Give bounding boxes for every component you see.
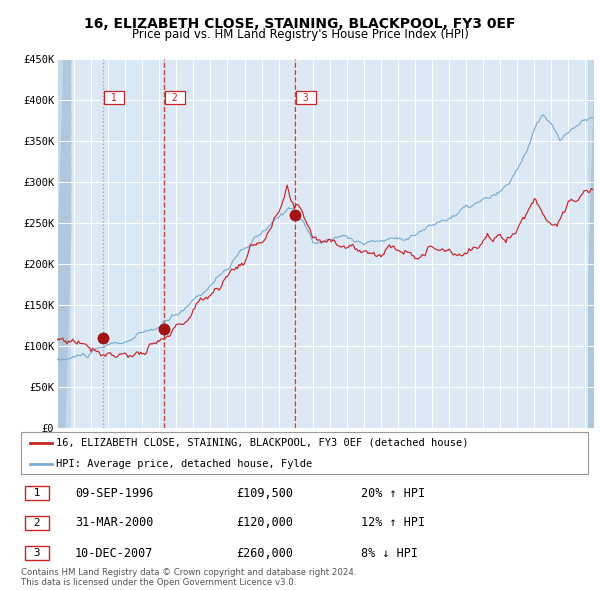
Text: Contains HM Land Registry data © Crown copyright and database right 2024.: Contains HM Land Registry data © Crown c… (21, 568, 356, 576)
Text: 1: 1 (106, 93, 123, 103)
Text: £120,000: £120,000 (236, 516, 293, 529)
Text: 2: 2 (27, 517, 47, 527)
Text: 12% ↑ HPI: 12% ↑ HPI (361, 516, 425, 529)
FancyBboxPatch shape (21, 432, 588, 474)
Bar (57, 59, 71, 428)
Text: This data is licensed under the Open Government Licence v3.0.: This data is licensed under the Open Gov… (21, 578, 296, 587)
Text: 3: 3 (297, 93, 315, 103)
Text: 16, ELIZABETH CLOSE, STAINING, BLACKPOOL, FY3 0EF: 16, ELIZABETH CLOSE, STAINING, BLACKPOOL… (84, 17, 516, 31)
Text: 09-SEP-1996: 09-SEP-1996 (75, 487, 153, 500)
Text: 3: 3 (27, 548, 47, 558)
Text: £260,000: £260,000 (236, 547, 293, 560)
Bar (589, 59, 594, 428)
Text: 2: 2 (166, 93, 184, 103)
Text: 16, ELIZABETH CLOSE, STAINING, BLACKPOOL, FY3 0EF (detached house): 16, ELIZABETH CLOSE, STAINING, BLACKPOOL… (56, 438, 469, 447)
Text: HPI: Average price, detached house, Fylde: HPI: Average price, detached house, Fyld… (56, 459, 313, 468)
Text: Price paid vs. HM Land Registry's House Price Index (HPI): Price paid vs. HM Land Registry's House … (131, 28, 469, 41)
Text: 1: 1 (27, 488, 47, 498)
Bar (103, 59, 164, 428)
Text: 10-DEC-2007: 10-DEC-2007 (75, 547, 153, 560)
Text: 31-MAR-2000: 31-MAR-2000 (75, 516, 153, 529)
Text: £109,500: £109,500 (236, 487, 293, 500)
Text: 8% ↓ HPI: 8% ↓ HPI (361, 547, 418, 560)
Text: 20% ↑ HPI: 20% ↑ HPI (361, 487, 425, 500)
